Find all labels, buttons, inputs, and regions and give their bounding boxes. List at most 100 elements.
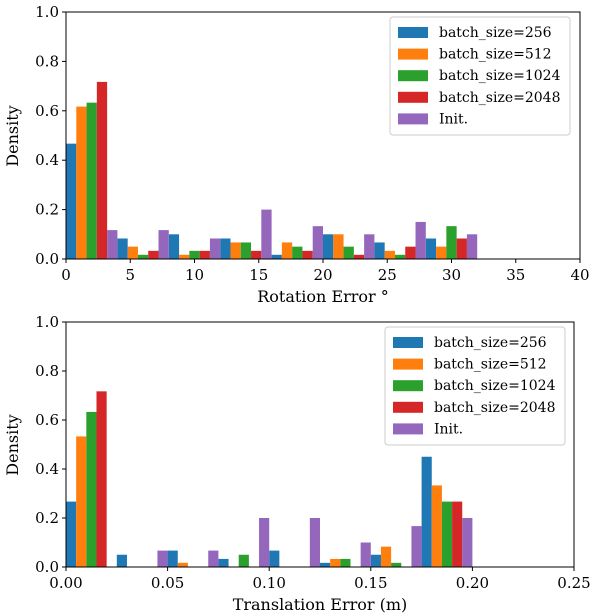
legend-swatch	[393, 401, 423, 413]
bar	[230, 242, 241, 259]
legend-label: batch_size=1024	[439, 68, 561, 84]
x-tick-label: 20	[313, 266, 332, 284]
bar	[452, 501, 463, 567]
bar	[157, 550, 168, 567]
bar	[271, 254, 282, 259]
bar	[158, 230, 169, 259]
bar	[168, 234, 180, 259]
bar	[441, 501, 453, 567]
bar	[456, 238, 467, 259]
x-axis-label: Translation Error (m)	[233, 595, 408, 614]
bar	[411, 526, 422, 567]
bar	[320, 562, 331, 567]
bar	[446, 226, 457, 259]
bar	[380, 546, 392, 567]
x-tick-label: 15	[249, 266, 268, 284]
y-axis-label: Density	[3, 105, 22, 166]
bar	[323, 234, 334, 259]
bar	[360, 542, 371, 567]
bar	[269, 550, 280, 567]
legend-label: batch_size=512	[434, 357, 547, 373]
bar	[137, 254, 149, 259]
bar	[353, 254, 365, 259]
y-tick-label: 0.0	[35, 558, 59, 576]
bar	[415, 221, 426, 259]
bar	[177, 562, 188, 567]
bar	[199, 250, 210, 259]
legend-swatch	[398, 70, 428, 82]
bar	[251, 250, 262, 259]
bar	[179, 254, 190, 259]
bar	[333, 234, 344, 259]
bar	[148, 250, 159, 259]
chart-1: 0 5 10 15 20 25 30 35 40 0.0 0.2 0.4 0.6 0.8 1.0 Rotati…	[3, 3, 590, 306]
chart-2: 0.00 0.05 0.10 0.15 0.20 0.25 0.0 0.2 0.4 0.6 0.8 1…	[3, 313, 591, 614]
bar	[312, 226, 323, 259]
x-tick-label: 0.15	[354, 574, 387, 592]
x-tick-label: 0.20	[456, 574, 489, 592]
x-tick-label: 5	[125, 266, 135, 284]
x-axis-label: Rotation Error °	[257, 287, 389, 306]
bar	[384, 250, 395, 259]
x-tick-label: 0.00	[49, 574, 82, 592]
bar	[76, 436, 87, 567]
bar	[167, 550, 178, 567]
bar	[309, 518, 320, 567]
bar	[259, 518, 270, 567]
bar	[394, 254, 406, 259]
bar	[116, 554, 127, 567]
bar	[436, 246, 447, 259]
legend-label: Init.	[434, 421, 463, 437]
bar	[292, 246, 303, 259]
plot-frame	[65, 321, 575, 568]
y-tick-label: 0.8	[35, 52, 59, 70]
legend: batch_size=256 batch_size=512 batch_size=1…	[389, 16, 571, 136]
legend-swatch	[393, 423, 423, 435]
x-tick-label: 35	[506, 266, 525, 284]
legend-label: batch_size=256	[439, 25, 552, 41]
x-tick-label: 0	[61, 266, 71, 284]
bar	[107, 230, 118, 259]
legend-label: batch_size=2048	[434, 400, 555, 416]
y-tick-label: 0.6	[35, 102, 59, 120]
bar	[421, 456, 432, 567]
bar	[370, 554, 381, 567]
y-tick-label: 0.0	[35, 250, 59, 268]
legend-label: batch_size=2048	[439, 90, 560, 106]
legend-label: Init.	[439, 111, 468, 127]
bar	[374, 242, 385, 259]
bar	[238, 554, 249, 567]
x-tick-label: 0.10	[252, 574, 285, 592]
bar	[86, 411, 97, 567]
y-tick-label: 0.4	[35, 460, 59, 478]
x-tick-label: 30	[442, 266, 461, 284]
legend-swatch	[393, 337, 423, 348]
y-tick-label: 0.6	[35, 411, 59, 429]
bar	[76, 106, 87, 259]
bar	[209, 238, 221, 259]
bar	[117, 238, 128, 259]
x-tick-label: 40	[570, 266, 589, 284]
y-axis-label: Density	[3, 414, 22, 475]
bar	[302, 250, 313, 259]
bar	[220, 238, 231, 259]
bar	[240, 242, 252, 259]
bar	[391, 562, 402, 567]
x-tick-label: 0.25	[557, 574, 590, 592]
bar	[431, 485, 442, 567]
bar	[405, 246, 416, 259]
bar	[127, 246, 138, 259]
legend-swatch	[393, 358, 423, 370]
bar	[281, 242, 293, 259]
legend-swatch	[398, 27, 428, 38]
bar	[208, 550, 219, 567]
bar	[425, 238, 437, 259]
bar	[466, 234, 478, 259]
legend-swatch	[398, 91, 428, 103]
legend-box	[384, 326, 566, 446]
bar	[340, 558, 351, 567]
y-tick-label: 0.2	[35, 201, 59, 219]
legend-label: batch_size=1024	[434, 378, 556, 394]
x-tick-label: 10	[185, 266, 204, 284]
